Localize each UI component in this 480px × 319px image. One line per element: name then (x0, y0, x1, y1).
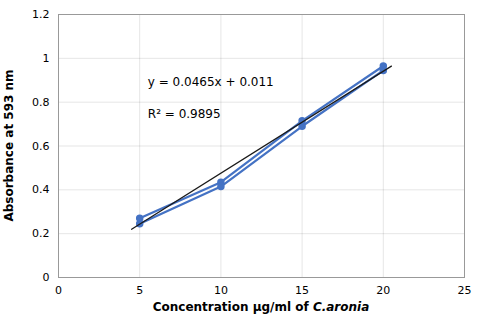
svg-text:y = 0.0465x + 0.011: y = 0.0465x + 0.011 (148, 75, 274, 89)
svg-text:0.8: 0.8 (32, 96, 50, 109)
svg-text:10: 10 (214, 284, 228, 297)
svg-text:0.4: 0.4 (32, 183, 50, 196)
svg-text:1.2: 1.2 (32, 8, 50, 21)
svg-text:0.6: 0.6 (32, 140, 50, 153)
svg-text:0.2: 0.2 (32, 227, 50, 240)
svg-text:25: 25 (458, 284, 472, 297)
svg-text:15: 15 (295, 284, 309, 297)
svg-text:0: 0 (55, 284, 62, 297)
svg-text:5: 5 (136, 284, 143, 297)
svg-text:1: 1 (43, 52, 50, 65)
svg-text:0: 0 (43, 271, 50, 284)
svg-text:Concentration μg/ml of C.aroni: Concentration μg/ml of C.aronia (153, 300, 370, 314)
svg-text:Absorbance at 593 nm: Absorbance at 593 nm (2, 69, 16, 221)
svg-text:R² = 0.9895: R² = 0.9895 (148, 107, 221, 121)
svg-text:20: 20 (376, 284, 390, 297)
